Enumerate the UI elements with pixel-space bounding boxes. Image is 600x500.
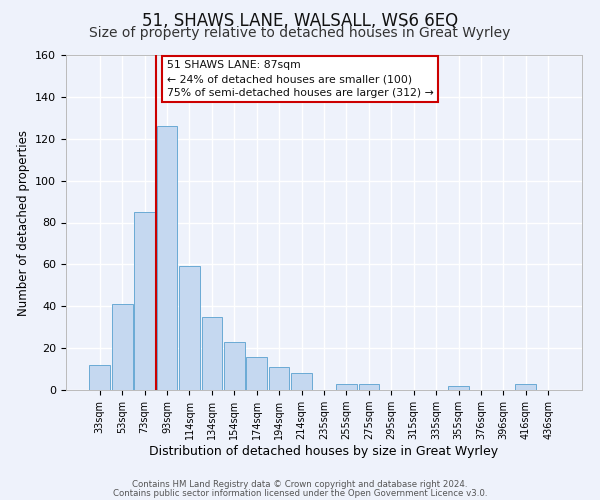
Bar xyxy=(179,266,200,390)
Text: Contains public sector information licensed under the Open Government Licence v3: Contains public sector information licen… xyxy=(113,488,487,498)
Bar xyxy=(224,342,245,390)
Text: Contains HM Land Registry data © Crown copyright and database right 2024.: Contains HM Land Registry data © Crown c… xyxy=(132,480,468,489)
Bar xyxy=(134,212,155,390)
Bar xyxy=(269,367,289,390)
Bar xyxy=(157,126,178,390)
Bar xyxy=(336,384,357,390)
Bar xyxy=(359,384,379,390)
Text: 51, SHAWS LANE, WALSALL, WS6 6EQ: 51, SHAWS LANE, WALSALL, WS6 6EQ xyxy=(142,12,458,30)
Bar xyxy=(112,304,133,390)
Bar xyxy=(448,386,469,390)
Text: 51 SHAWS LANE: 87sqm
← 24% of detached houses are smaller (100)
75% of semi-deta: 51 SHAWS LANE: 87sqm ← 24% of detached h… xyxy=(167,60,433,98)
Bar xyxy=(89,365,110,390)
Y-axis label: Number of detached properties: Number of detached properties xyxy=(17,130,29,316)
Bar xyxy=(202,316,222,390)
Bar xyxy=(515,384,536,390)
Text: Size of property relative to detached houses in Great Wyrley: Size of property relative to detached ho… xyxy=(89,26,511,40)
X-axis label: Distribution of detached houses by size in Great Wyrley: Distribution of detached houses by size … xyxy=(149,445,499,458)
Bar xyxy=(247,356,267,390)
Bar xyxy=(291,373,312,390)
